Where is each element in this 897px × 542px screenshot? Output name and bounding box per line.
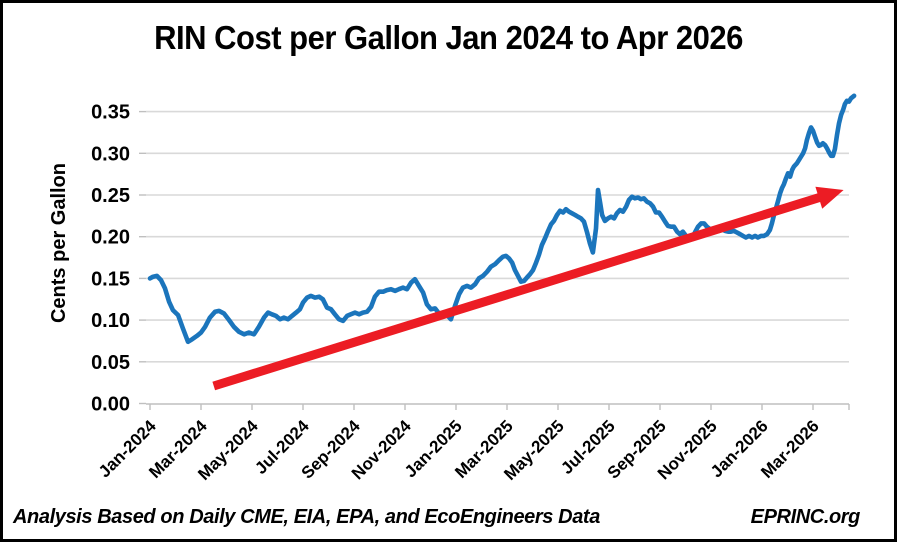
y-tick-label: 0.20 bbox=[91, 227, 130, 249]
footer-source-note: Analysis Based on Daily CME, EIA, EPA, a… bbox=[13, 506, 600, 528]
gridlines bbox=[139, 110, 849, 405]
y-tick-label: 0.30 bbox=[91, 143, 130, 165]
trend-arrow-head bbox=[815, 186, 844, 209]
y-tick-label: 0.15 bbox=[91, 268, 130, 290]
y-tick-labels: 0.00 0.05 0.10 0.15 0.20 0.25 0.30 0.35 bbox=[91, 102, 130, 416]
x-axis bbox=[146, 403, 850, 410]
x-tick-labels: Jan-2024Mar-2024May-2024Jul-2024Sep-2024… bbox=[95, 416, 823, 484]
y-tick-label: 0.00 bbox=[91, 394, 130, 416]
y-tick-label: 0.05 bbox=[91, 352, 130, 374]
trend-arrow-shaft bbox=[212, 191, 828, 391]
rin-price-line bbox=[147, 93, 857, 345]
rin-cost-line-chart: 0.00 0.05 0.10 0.15 0.20 0.25 0.30 0.35 Cents pe… bbox=[48, 93, 857, 484]
y-tick-label: 0.25 bbox=[91, 185, 130, 207]
y-tick-label: 0.35 bbox=[91, 102, 130, 124]
footer-org-label: EPRINC.org bbox=[750, 506, 861, 528]
y-axis-title: Cents per Gallon bbox=[48, 163, 70, 323]
y-tick-label: 0.10 bbox=[91, 310, 130, 332]
chart-title: RIN Cost per Gallon Jan 2024 to Apr 2026 bbox=[154, 19, 743, 57]
footer: Analysis Based on Daily CME, EIA, EPA, a… bbox=[13, 506, 860, 529]
